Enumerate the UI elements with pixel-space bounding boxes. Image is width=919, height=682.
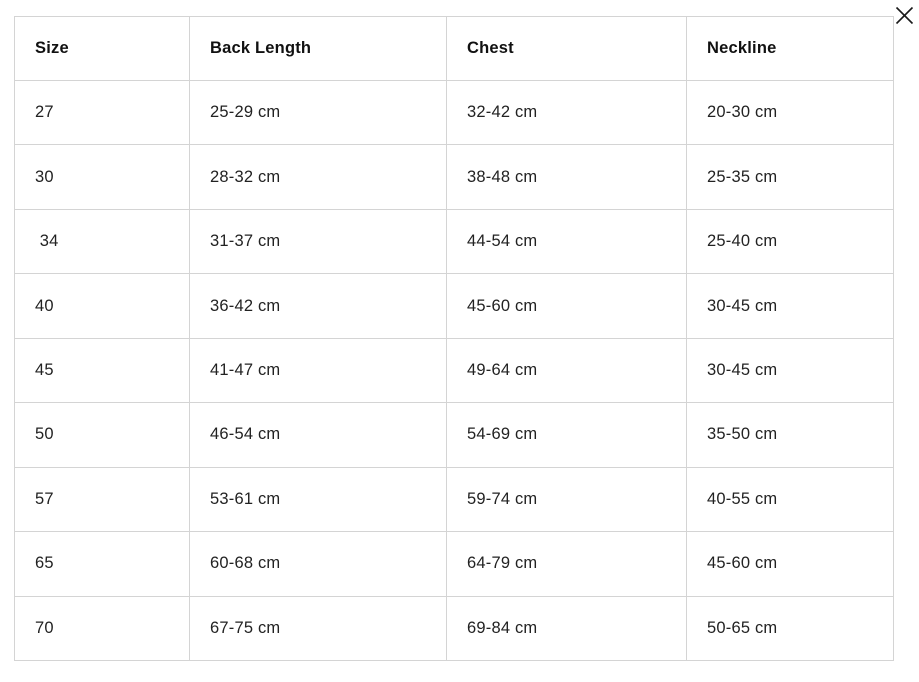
cell-back-length: 31-37 cm [189, 208, 447, 275]
cell-neckline: 35-50 cm [686, 402, 894, 468]
table-row: 45 41-47 cm 49-64 cm 30-45 cm [14, 337, 894, 404]
cell-chest: 38-48 cm [446, 144, 687, 210]
cell-size: 50 [14, 402, 190, 468]
cell-chest: 45-60 cm [446, 273, 687, 339]
cell-size: 70 [14, 595, 190, 661]
table-row: 27 25-29 cm 32-42 cm 20-30 cm [14, 79, 894, 146]
cell-neckline: 25-35 cm [686, 144, 894, 210]
cell-chest: 59-74 cm [446, 466, 687, 533]
cell-neckline: 40-55 cm [686, 466, 894, 533]
cell-back-length: 67-75 cm [189, 595, 447, 661]
cell-size: 27 [14, 79, 190, 146]
cell-back-length: 46-54 cm [189, 402, 447, 468]
cell-size: 30 [14, 144, 190, 210]
table-row: 65 60-68 cm 64-79 cm 45-60 cm [14, 531, 894, 597]
cell-chest: 49-64 cm [446, 337, 687, 404]
table-row: 70 67-75 cm 69-84 cm 50-65 cm [14, 595, 894, 661]
cell-neckline: 50-65 cm [686, 595, 894, 661]
cell-neckline: 20-30 cm [686, 79, 894, 146]
table-row: 40 36-42 cm 45-60 cm 30-45 cm [14, 273, 894, 339]
cell-back-length: 53-61 cm [189, 466, 447, 533]
header-cell-neckline: Neckline [686, 16, 894, 81]
table-row: 50 46-54 cm 54-69 cm 35-50 cm [14, 402, 894, 468]
cell-chest: 32-42 cm [446, 79, 687, 146]
cell-back-length: 41-47 cm [189, 337, 447, 404]
cell-chest: 64-79 cm [446, 531, 687, 597]
cell-back-length: 60-68 cm [189, 531, 447, 597]
cell-size: 57 [14, 466, 190, 533]
cell-back-length: 25-29 cm [189, 79, 447, 146]
header-cell-chest: Chest [446, 16, 687, 81]
cell-chest: 69-84 cm [446, 595, 687, 661]
cell-neckline: 45-60 cm [686, 531, 894, 597]
cell-size: 65 [14, 531, 190, 597]
header-cell-size: Size [14, 16, 190, 81]
cell-back-length: 28-32 cm [189, 144, 447, 210]
cell-neckline: 30-45 cm [686, 273, 894, 339]
size-chart-table: Size Back Length Chest Neckline 27 25-29… [14, 16, 894, 661]
cell-chest: 44-54 cm [446, 208, 687, 275]
header-cell-back-length: Back Length [189, 16, 447, 81]
cell-size: 40 [14, 273, 190, 339]
table-row: 57 53-61 cm 59-74 cm 40-55 cm [14, 466, 894, 533]
table-row: 34 31-37 cm 44-54 cm 25-40 cm [14, 208, 894, 275]
cell-back-length: 36-42 cm [189, 273, 447, 339]
header-row: Size Back Length Chest Neckline [14, 16, 894, 81]
cell-neckline: 25-40 cm [686, 208, 894, 275]
cell-chest: 54-69 cm [446, 402, 687, 468]
cell-size: 34 [14, 208, 190, 275]
table-row: 30 28-32 cm 38-48 cm 25-35 cm [14, 144, 894, 210]
close-icon[interactable] [893, 4, 915, 26]
cell-size: 45 [14, 337, 190, 404]
cell-neckline: 30-45 cm [686, 337, 894, 404]
x-close-glyph [895, 6, 913, 24]
